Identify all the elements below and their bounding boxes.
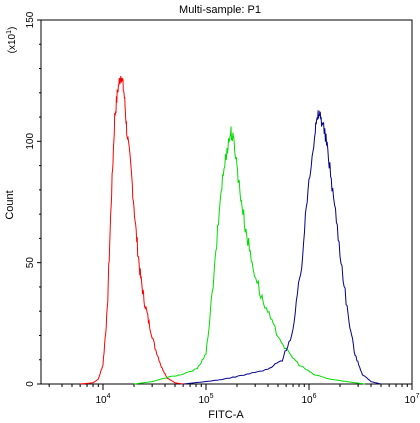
- chart-title: Multi-sample: P1: [179, 4, 261, 16]
- x-axis-label: FITC-A: [208, 409, 244, 421]
- x-tick-label: 107: [404, 393, 419, 406]
- y-tick-label: 50: [25, 257, 36, 269]
- y-tick-label: 0: [25, 381, 36, 387]
- y-tick-label: 100: [25, 133, 36, 150]
- axis-ticks: 0 50 100 150 104 105 106 107: [25, 11, 420, 406]
- x-tick-label: 106: [301, 393, 316, 406]
- y-multiplier-label: (x101): [6, 27, 18, 54]
- series-line: [80, 75, 184, 385]
- x-tick-label: 104: [95, 393, 110, 406]
- series-line: [133, 126, 366, 385]
- series-layer: [80, 75, 382, 385]
- y-axis-label: Count: [4, 190, 16, 219]
- y-tick-label: 150: [25, 11, 36, 28]
- plot-frame: [40, 19, 413, 385]
- x-tick-label: 105: [198, 393, 213, 406]
- series-line: [183, 110, 382, 385]
- svg-text:(x101): (x101): [6, 27, 18, 54]
